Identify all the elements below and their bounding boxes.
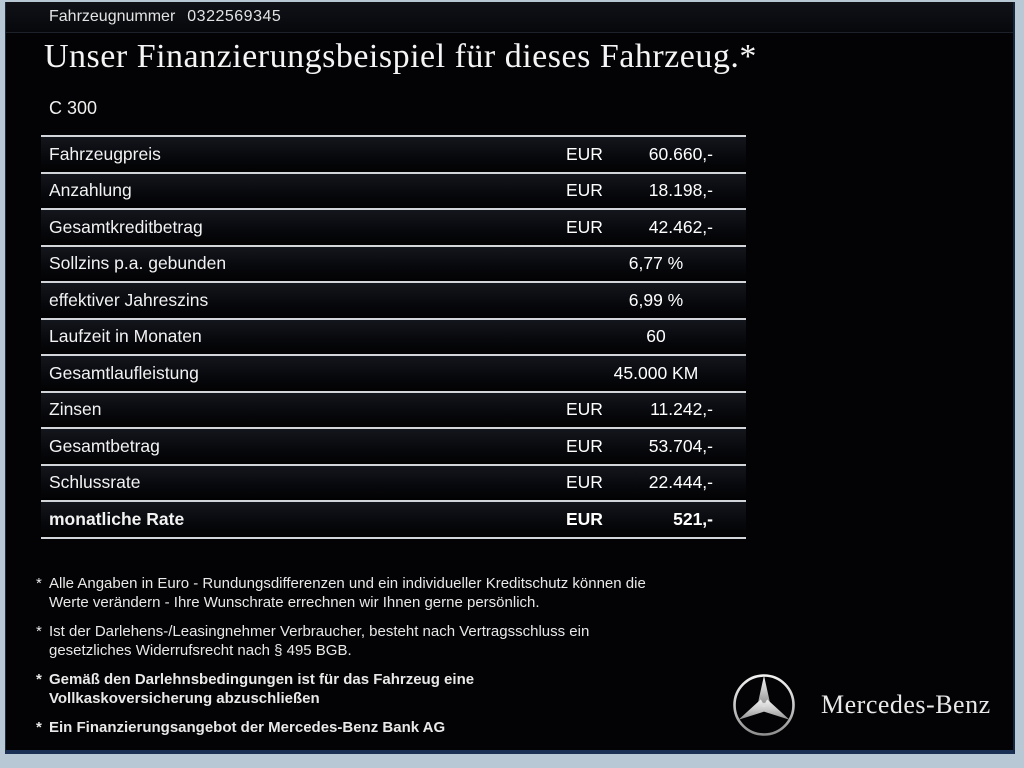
table-row: Laufzeit in Monaten 60 [41,317,746,354]
footnote-marker: * [36,671,42,688]
row-label: Gesamtkreditbetrag [49,216,203,237]
table-row-monthly-rate: monatliche Rate EUR 521,- [41,500,746,537]
row-label: Gesamtbetrag [49,435,160,456]
row-label: monatliche Rate [49,508,185,529]
row-value: 60 [566,326,746,347]
row-label: Fahrzeugpreis [49,143,161,164]
row-value: EUR 18.198,- [566,180,746,201]
vehicle-number-bar: Fahrzeugnummer 0322569345 [6,2,1013,33]
footnote-line: Werte verändern - Ihre Wunschrate errech… [49,594,540,611]
vehicle-number-value: 0322569345 [187,8,282,25]
footnote-line: Alle Angaben in Euro - Rundungsdifferenz… [49,575,646,592]
currency-label: EUR [566,472,603,493]
table-row: Gesamtbetrag EUR 53.704,- [41,427,746,464]
row-label: Laufzeit in Monaten [49,326,202,347]
row-label: Zinsen [49,399,102,420]
footnote-marker: * [36,575,42,592]
amount-value: 521,- [673,508,713,529]
footnote: * Ein Finanzierungsangebot der Mercedes-… [36,718,736,737]
row-value: 45.000 KM [566,363,746,384]
currency-label: EUR [566,508,603,529]
amount-value: 60 [646,326,666,347]
footnote-line: gesetzliches Widerrufsrecht nach § 495 B… [49,642,352,659]
vehicle-number-label: Fahrzeugnummer [49,8,176,25]
footnote-line: Ist der Darlehens-/Leasingnehmer Verbrau… [49,623,590,640]
footnote: * Gemäß den Darlehnsbedingungen ist für … [36,670,736,708]
footnote: * Alle Angaben in Euro - Rundungsdiffere… [36,574,736,612]
mercedes-star-icon [731,672,797,738]
currency-label: EUR [566,399,603,420]
amount-value: 11.242,- [650,399,713,420]
row-value: EUR 53.704,- [566,436,746,457]
footnote-text: Alle Angaben in Euro - Rundungsdifferenz… [49,574,646,612]
footnotes: * Alle Angaben in Euro - Rundungsdiffere… [36,574,736,747]
row-value: EUR 42.462,- [566,217,746,238]
amount-value: 6,77 % [628,253,684,274]
footnote: * Ist der Darlehens-/Leasingnehmer Verbr… [36,622,736,660]
row-label: Anzahlung [49,180,132,201]
row-value: EUR 11.242,- [566,399,746,420]
amount-value: 60.660,- [648,143,713,164]
table-row: Gesamtkreditbetrag EUR 42.462,- [41,208,746,245]
vehicle-model: C 300 [49,98,98,118]
row-value: 6,77 % [566,253,746,274]
currency-label: EUR [566,216,603,237]
footnote-line: Gemäß den Darlehnsbedingungen ist für da… [49,671,475,688]
table-row: Zinsen EUR 11.242,- [41,390,746,427]
brand-name: Mercedes-Benz [821,690,991,719]
row-label: Sollzins p.a. gebunden [49,253,227,274]
currency-label: EUR [566,435,603,456]
row-value: EUR 521,- [566,509,746,530]
brand-footer: Mercedes-Benz [731,671,991,739]
table-row: Fahrzeugpreis EUR 60.660,- [41,135,746,172]
footnote-line: Vollkaskoversicherung abzuschließen [49,690,320,707]
row-label: Schlussrate [49,472,141,493]
footnote-text: Ist der Darlehens-/Leasingnehmer Verbrau… [49,622,589,660]
amount-value: 18.198,- [648,180,713,201]
table-row: Anzahlung EUR 18.198,- [41,171,746,208]
amount-value: 45.000 KM [613,362,699,383]
amount-value: 6,99 % [628,289,684,310]
currency-label: EUR [566,180,603,201]
row-value: 6,99 % [566,290,746,311]
financing-table: Fahrzeugpreis EUR 60.660,- Anzahlung EUR… [41,135,746,539]
amount-value: 22.444,- [648,472,713,493]
row-label: Gesamtlaufleistung [49,362,199,383]
table-row: Gesamtlaufleistung 45.000 KM [41,354,746,391]
row-label: effektiver Jahreszins [49,289,209,310]
footnote-marker: * [36,719,42,736]
page-title: Unser Finanzierungsbeispiel für dieses F… [44,38,757,75]
footnote-text: Ein Finanzierungsangebot der Mercedes-Be… [49,718,445,737]
table-row: effektiver Jahreszins 6,99 % [41,281,746,318]
table-row: Sollzins p.a. gebunden 6,77 % [41,244,746,281]
row-value: EUR 60.660,- [566,144,746,165]
row-value: EUR 22.444,- [566,472,746,493]
footnote-text: Gemäß den Darlehnsbedingungen ist für da… [49,670,474,708]
table-row: Schlussrate EUR 22.444,- [41,463,746,500]
footnote-line: Ein Finanzierungsangebot der Mercedes-Be… [49,719,446,736]
currency-label: EUR [566,143,603,164]
amount-value: 42.462,- [648,216,713,237]
financing-sheet-panel: Fahrzeugnummer 0322569345 Unser Finanzie… [5,2,1015,754]
footnote-marker: * [36,623,42,640]
amount-value: 53.704,- [648,435,713,456]
